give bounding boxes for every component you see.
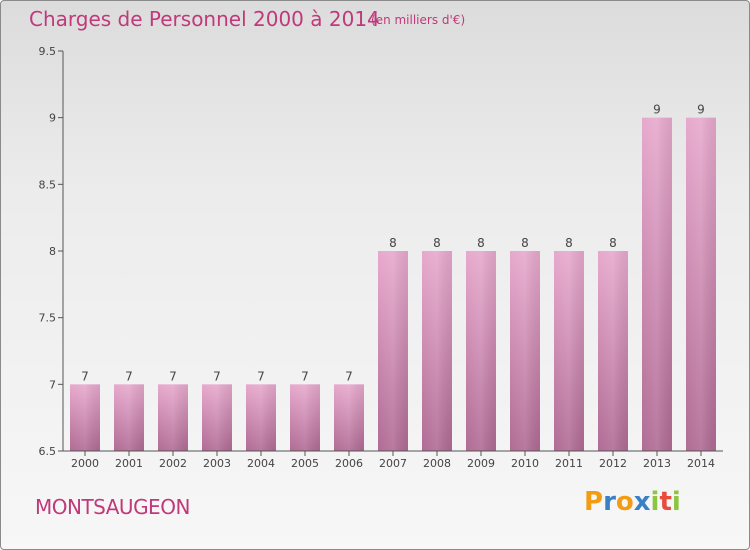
data-label: 9	[653, 103, 661, 117]
logo-letter: x	[633, 487, 651, 517]
logo-letter: r	[603, 487, 616, 517]
x-tick-label: 2000	[71, 457, 99, 470]
data-label: 9	[697, 103, 705, 117]
bar-highlight	[246, 384, 276, 451]
data-label: 7	[213, 369, 221, 383]
bar-highlight	[114, 384, 144, 451]
x-tick-label: 2010	[511, 457, 539, 470]
bar-highlight	[466, 251, 496, 451]
y-axis: 6.5 7 7.5 8 8.5 9 9.5	[39, 45, 64, 458]
x-tick-label: 2009	[467, 457, 495, 470]
bar-highlight	[510, 251, 540, 451]
data-label: 7	[125, 369, 133, 383]
x-tick-label: 2005	[291, 457, 319, 470]
y-tick-label: 8	[49, 245, 56, 258]
bar-highlight	[202, 384, 232, 451]
bar-highlight	[422, 251, 452, 451]
bar-highlight	[70, 384, 100, 451]
y-tick-label: 8.5	[39, 178, 57, 191]
logo-letter: i	[650, 487, 660, 517]
data-label: 8	[609, 236, 617, 250]
bar-highlight	[378, 251, 408, 451]
y-tick-label: 6.5	[39, 445, 57, 458]
data-label: 8	[389, 236, 397, 250]
y-tick-label: 7	[49, 378, 56, 391]
x-tick-label: 2011	[555, 457, 583, 470]
x-axis: 2000 2001 2002 2003 2004 2005 2006 2007 2008 2009…	[63, 450, 723, 470]
x-tick-label: 2001	[115, 457, 143, 470]
place-name: MONTSAUGEON	[35, 495, 190, 519]
x-tick-label: 2002	[159, 457, 187, 470]
bar-highlight	[642, 117, 672, 452]
logo-letter: t	[659, 487, 672, 517]
bars: 7 7 7 7 7 7 7 8 8 8 8 8 8 9 9	[70, 103, 716, 452]
y-tick-label: 9.5	[39, 45, 57, 58]
data-label: 8	[521, 236, 529, 250]
x-tick-label: 2013	[643, 457, 671, 470]
data-label: 7	[81, 369, 89, 383]
data-label: 8	[477, 236, 485, 250]
y-tick-label: 9	[49, 112, 56, 125]
x-tick-label: 2007	[379, 457, 407, 470]
chart-title: Charges de Personnel 2000 à 2014	[29, 7, 380, 31]
data-label: 8	[565, 236, 573, 250]
bar-highlight	[158, 384, 188, 451]
x-tick-label: 2004	[247, 457, 275, 470]
bar-highlight	[334, 384, 364, 451]
proxiti-logo: Proxiti	[584, 487, 681, 517]
data-label: 7	[169, 369, 177, 383]
x-tick-label: 2003	[203, 457, 231, 470]
data-label: 7	[345, 369, 353, 383]
bar-highlight	[290, 384, 320, 451]
logo-letter: P	[584, 487, 604, 517]
data-label: 7	[301, 369, 309, 383]
bar-highlight	[598, 251, 628, 451]
x-tick-label: 2014	[687, 457, 715, 470]
bar-highlight	[686, 117, 716, 452]
y-tick-label: 7.5	[39, 312, 57, 325]
logo-letter: o	[615, 487, 634, 517]
x-tick-label: 2012	[599, 457, 627, 470]
logo-letter: i	[671, 487, 681, 517]
x-tick-label: 2006	[335, 457, 363, 470]
data-label: 8	[433, 236, 441, 250]
chart-subtitle: (en milliers d'€)	[371, 13, 466, 27]
x-tick-label: 2008	[423, 457, 451, 470]
data-label: 7	[257, 369, 265, 383]
bar-highlight	[554, 251, 584, 451]
